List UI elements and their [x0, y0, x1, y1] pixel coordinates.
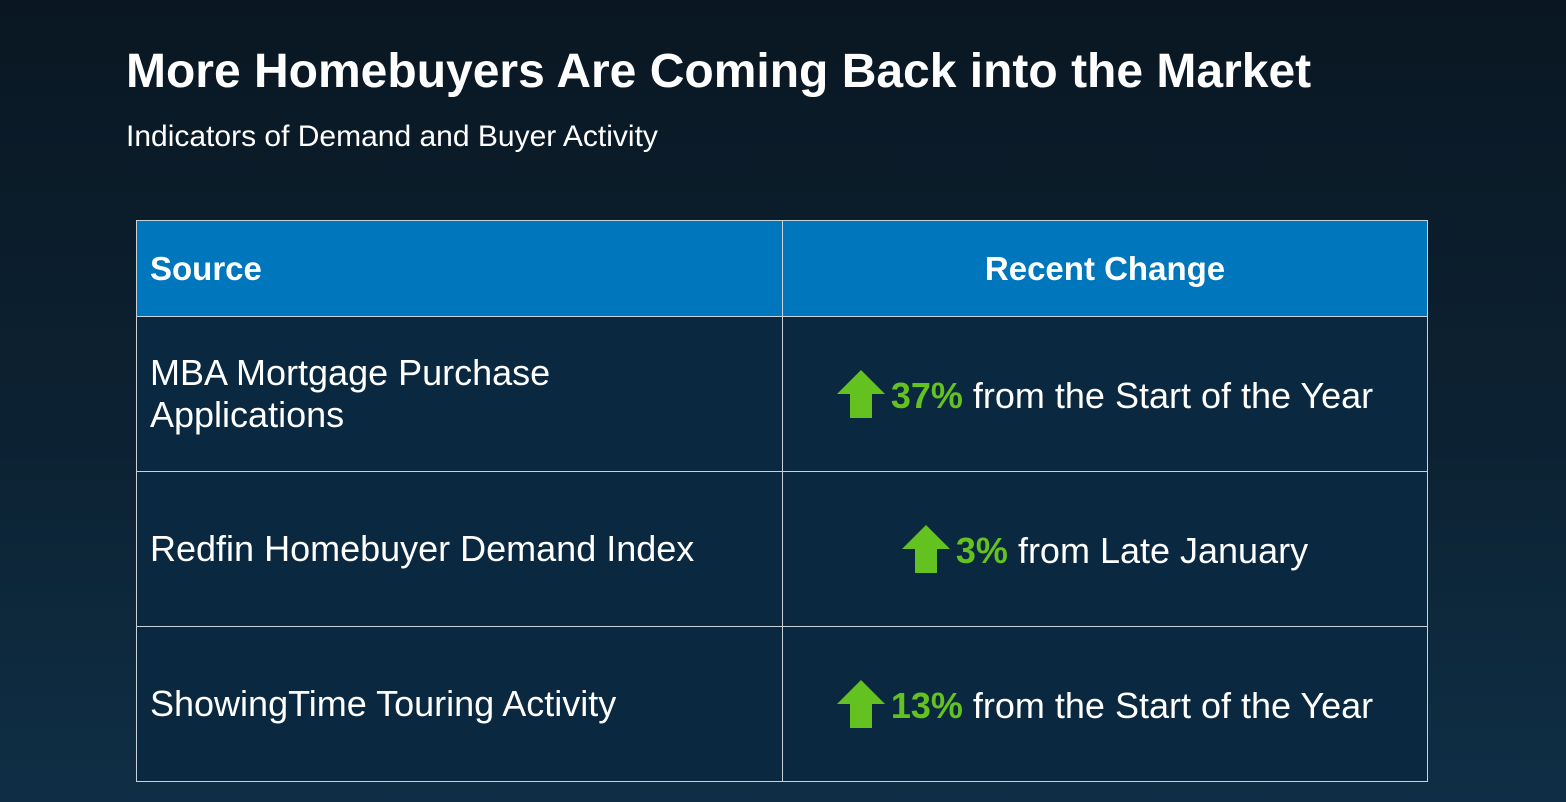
arrow-shape — [836, 370, 885, 418]
source-text: Redfin Homebuyer Demand Index — [150, 528, 695, 569]
table-body: MBA Mortgage Purchase Applications 37% fr… — [136, 316, 1428, 782]
change-detail: from the Start of the Year — [972, 375, 1374, 416]
title: More Homebuyers Are Coming Back into the… — [126, 45, 1312, 98]
table-row: MBA Mortgage Purchase Applications 37% fr… — [136, 316, 1428, 472]
change-cell: 37% from the Start of the Year — [782, 316, 1428, 472]
up-arrow — [836, 680, 885, 728]
arrow-shape — [836, 680, 885, 728]
change-value: 3% — [955, 530, 1008, 571]
table-head: Source Recent Change — [136, 220, 1428, 317]
source-cell: MBA Mortgage Purchase Applications — [136, 316, 783, 472]
source-text: MBA Mortgage Purchase Applications — [150, 352, 551, 435]
change-detail: from Late January — [1017, 530, 1309, 571]
column-header: Source — [136, 220, 783, 317]
change-cell: 13% from the Start of the Year — [782, 626, 1428, 782]
source-cell: Redfin Homebuyer Demand Index — [136, 471, 783, 627]
subtitle: Indicators of Demand and Buyer Activity — [126, 120, 658, 153]
up-arrow — [901, 525, 950, 573]
change-value: 37% — [890, 375, 963, 416]
up-arrow — [836, 370, 885, 418]
arrow-shape — [901, 525, 950, 573]
column-header: Recent Change — [782, 220, 1428, 317]
source-text: ShowingTime Touring Activity — [150, 683, 617, 724]
change-value: 13% — [890, 685, 963, 726]
table: Source Recent Change MBA Mortgage Purcha… — [136, 220, 1428, 782]
change-detail: from the Start of the Year — [972, 685, 1374, 726]
header-row: Source Recent Change — [136, 220, 1428, 317]
table-row: Redfin Homebuyer Demand Index 3% from Lat… — [136, 471, 1428, 627]
table-row: ShowingTime Touring Activity 13% from the… — [136, 626, 1428, 782]
change-cell: 3% from Late January — [782, 471, 1428, 627]
source-cell: ShowingTime Touring Activity — [136, 626, 783, 782]
